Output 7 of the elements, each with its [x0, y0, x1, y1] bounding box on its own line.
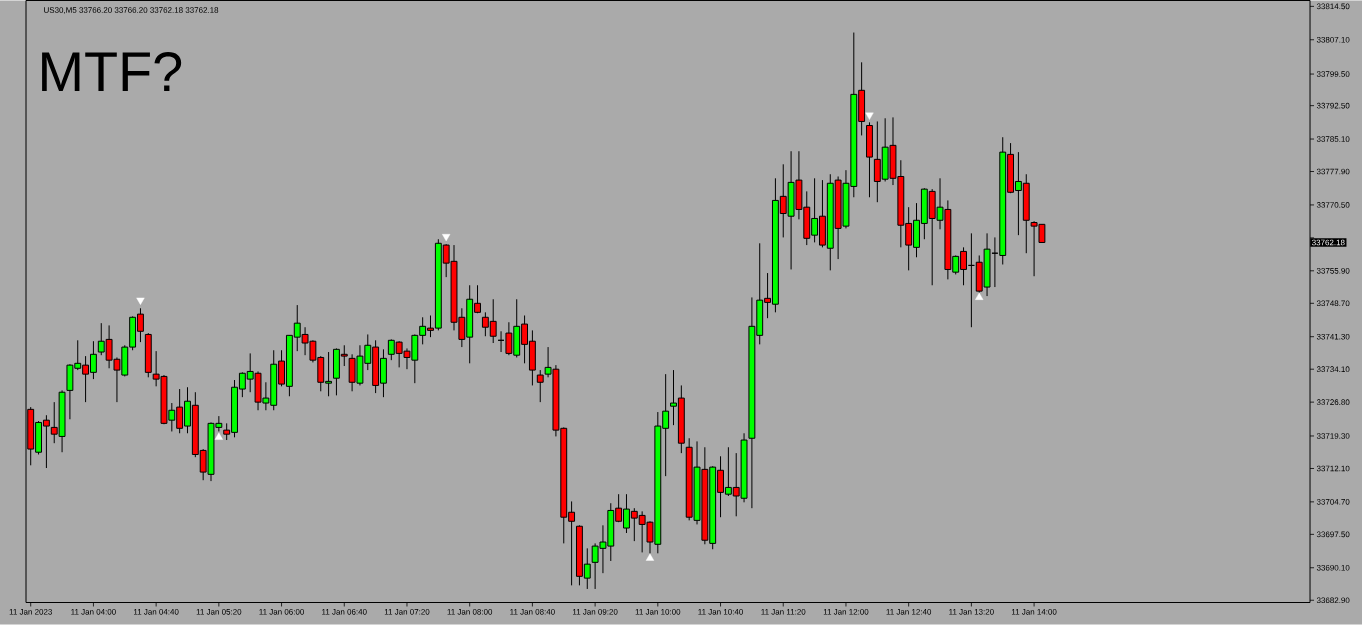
point [645, 553, 655, 561]
point [136, 297, 145, 306]
point [442, 234, 451, 242]
annotation: MTF? [42, 52, 182, 92]
point [975, 292, 984, 301]
point [865, 112, 874, 121]
point [214, 432, 223, 441]
